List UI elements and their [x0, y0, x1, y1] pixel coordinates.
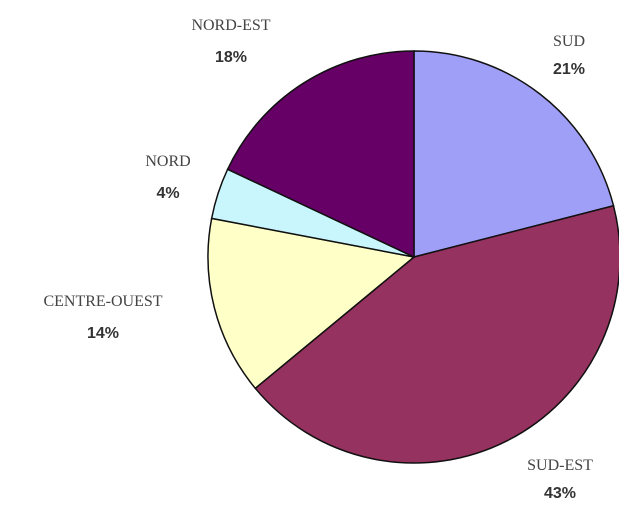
slice-label-nord: NORD: [145, 153, 190, 170]
pie-slice-sud-est: [254, 204, 619, 464]
slice-value-nord: 4%: [156, 185, 179, 202]
slice-label-centre-ouest: CENTRE-OUEST: [43, 293, 162, 310]
pie-slice-sud: [413, 50, 615, 258]
slice-label-sud: SUD: [553, 33, 585, 50]
pie-slice-centre-ouest: [207, 217, 416, 390]
slice-label-nord-est: NORD-EST: [191, 17, 270, 34]
slice-value-sud: 21%: [553, 61, 585, 78]
slice-value-centre-ouest: 14%: [87, 325, 119, 342]
slice-label-sud-est: SUD-EST: [527, 457, 593, 474]
slice-value-sud-est: 43%: [544, 485, 576, 502]
pie-slices: [207, 50, 619, 464]
slice-value-nord-est: 18%: [215, 49, 247, 66]
pie-slice-nord-est: [226, 50, 415, 259]
